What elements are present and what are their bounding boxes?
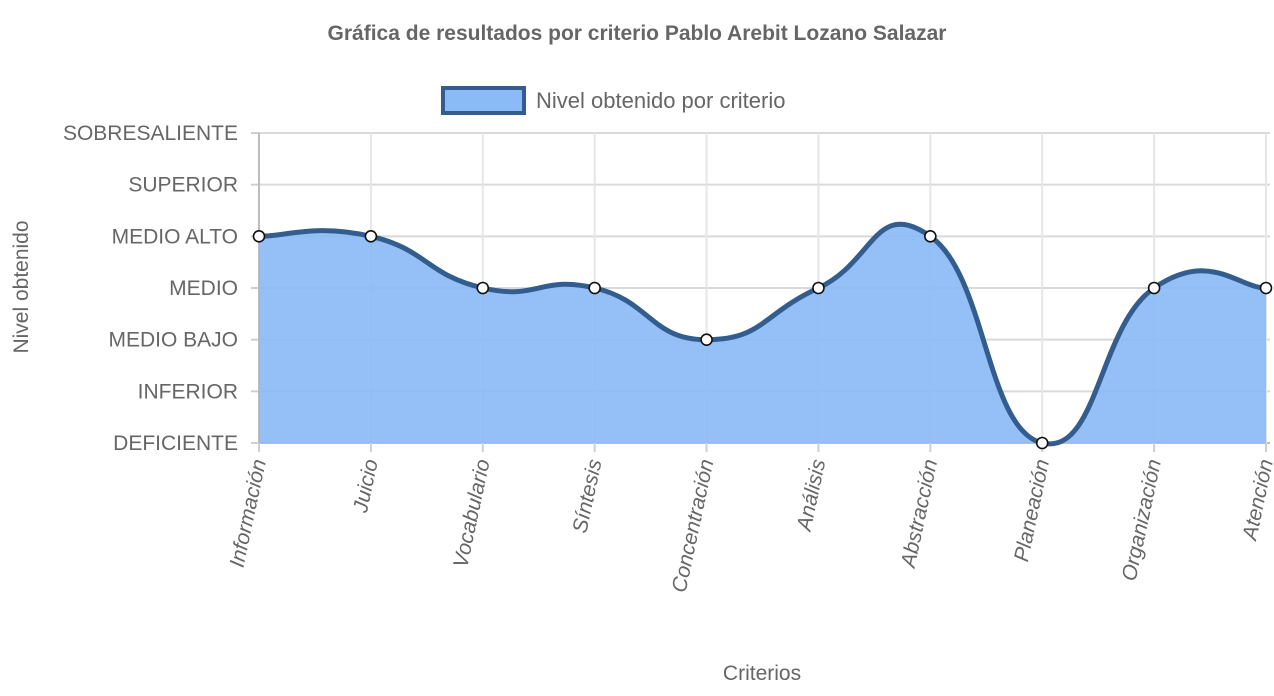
data-point[interactable]: [700, 333, 713, 346]
x-tick-label: Análisis: [792, 457, 830, 535]
y-tick-label: SUPERIOR: [128, 174, 238, 197]
x-tick-label: Concentración: [668, 457, 719, 594]
data-point[interactable]: [1147, 281, 1161, 295]
x-tick-label: Atención: [1238, 457, 1274, 544]
x-tick-label: Información: [226, 457, 271, 569]
data-point[interactable]: [924, 230, 937, 243]
data-point[interactable]: [364, 230, 378, 243]
series-line: [256, 221, 1269, 447]
y-axis-title: Nivel obtenido: [10, 220, 33, 353]
series-area-fill: [259, 224, 1266, 444]
y-tick-label: MEDIO BAJO: [108, 329, 238, 352]
x-axis-labels: Información Juicio Vocabulario Síntesis Conc…: [226, 457, 1274, 595]
y-tick-label: MEDIO: [169, 277, 238, 300]
x-tick-label: Síntesis: [569, 457, 607, 535]
data-point[interactable]: [252, 230, 266, 243]
x-tick-label: Planeación: [1010, 457, 1054, 563]
y-tick-label: MEDIO ALTO: [112, 225, 238, 248]
data-point[interactable]: [476, 281, 490, 295]
chart-title: Gráfica de resultados por criterio Pablo…: [328, 22, 947, 45]
data-point[interactable]: [812, 281, 825, 295]
y-tick-label: SOBRESALIENTE: [63, 122, 238, 145]
y-tick-label: DEFICIENTE: [113, 432, 238, 455]
x-tick-label: Organización: [1118, 457, 1166, 583]
series-area: [259, 224, 1266, 444]
series-line-path: [256, 221, 1269, 447]
data-point[interactable]: [1035, 436, 1049, 450]
data-point[interactable]: [1259, 281, 1273, 295]
x-tick-label: Vocabulario: [449, 457, 494, 570]
y-axis-labels: DEFICIENTE INFERIOR MEDIO BAJO MEDIO MEDIO A…: [63, 122, 238, 455]
legend[interactable]: Nivel obtenido por criterio: [441, 86, 785, 115]
y-tick-label: INFERIOR: [138, 380, 238, 403]
x-tick-label: Juicio: [349, 457, 383, 516]
x-tick-label: Abstracción: [896, 457, 942, 571]
legend-swatch: [441, 86, 526, 115]
data-point[interactable]: [588, 281, 601, 295]
data-points: [252, 230, 1273, 450]
legend-label: Nivel obtenido por criterio: [536, 88, 785, 113]
x-axis-title: Criterios: [723, 662, 801, 685]
